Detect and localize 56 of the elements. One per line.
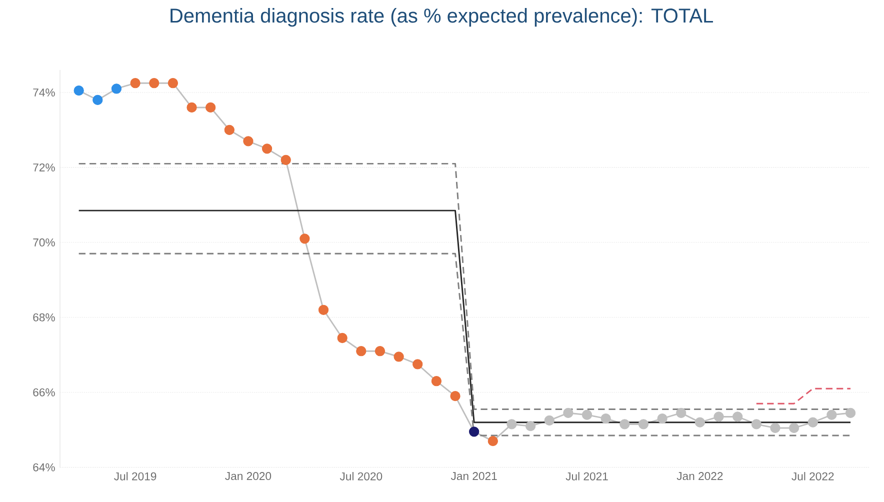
point	[808, 417, 818, 428]
point	[450, 391, 460, 402]
point	[563, 408, 574, 418]
y-tick-label: 68%	[33, 313, 55, 322]
y-tick-label: 70%	[33, 238, 55, 246]
x-tick-label: Jan 2020	[225, 472, 272, 480]
point	[525, 421, 536, 432]
point	[149, 78, 160, 88]
point	[845, 408, 856, 418]
point	[356, 346, 366, 356]
x-tick-label: Jul 2019	[114, 472, 156, 480]
point	[732, 412, 743, 422]
y-tick-label: 72%	[33, 163, 55, 172]
point	[243, 136, 254, 146]
point	[224, 124, 234, 136]
x-tick-label: Jul 2021	[566, 472, 608, 480]
x-tick-label: Jul 2020	[340, 472, 382, 480]
y-tick-label: 64%	[33, 463, 55, 472]
point	[788, 422, 800, 434]
point	[638, 419, 649, 430]
chart-title: Dementia diagnosis rate (as % expected prevalence): TOTAL	[170, 8, 713, 27]
point	[600, 414, 611, 424]
point	[506, 419, 517, 430]
point	[168, 78, 178, 88]
point	[337, 332, 348, 344]
x-tick-label: Jul 2022	[792, 472, 834, 480]
point	[92, 94, 103, 106]
point	[412, 359, 423, 370]
point	[374, 346, 386, 356]
y-tick-label: 66%	[33, 388, 55, 396]
point	[714, 412, 724, 422]
point	[826, 410, 837, 420]
point	[620, 419, 630, 430]
point	[694, 417, 706, 428]
point	[111, 84, 122, 94]
point	[206, 102, 216, 113]
point	[544, 415, 554, 426]
point	[318, 304, 329, 315]
point	[488, 436, 498, 446]
point	[280, 154, 291, 166]
point	[657, 414, 668, 424]
point	[394, 352, 404, 362]
x-tick-label: Jan 2021	[450, 472, 497, 480]
point	[770, 422, 780, 434]
point	[130, 78, 140, 88]
point	[431, 376, 442, 386]
point	[262, 144, 272, 154]
point	[676, 408, 686, 418]
point	[582, 410, 592, 420]
point	[74, 86, 84, 96]
point	[469, 426, 480, 437]
point	[186, 102, 197, 113]
y-tick-label: 74%	[33, 88, 55, 96]
x-tick-label: Jan 2022	[676, 472, 723, 480]
point	[751, 419, 762, 430]
point	[300, 234, 310, 244]
